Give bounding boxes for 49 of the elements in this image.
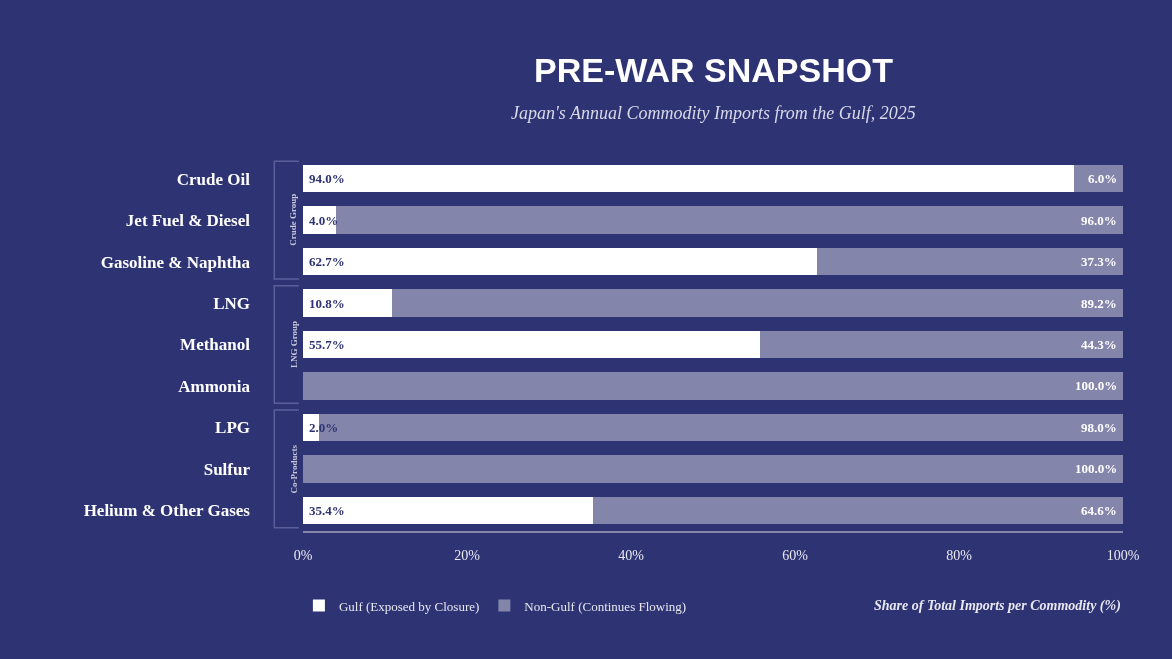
legend-label: Non-Gulf (Continues Flowing) <box>524 598 687 614</box>
y-tick-label: Crude Oil <box>176 169 251 189</box>
chart-subtitle: Japan's Annual Commodity Imports from the Gulf, 2025 <box>511 103 916 123</box>
text: LNG Group <box>289 320 300 369</box>
text: Co-Products <box>288 444 299 494</box>
x-tick-label: 40% <box>618 547 645 563</box>
y-tick-label: Sulfur <box>203 459 251 479</box>
bar <box>759 330 1123 359</box>
x-tick-label: 20% <box>454 547 481 563</box>
data-label: 44.3% <box>1081 337 1117 352</box>
x-tick-label: 60% <box>782 547 809 563</box>
bar <box>303 455 1123 483</box>
data-label: 94.0% <box>309 171 345 186</box>
data-label: 6.0% <box>1088 171 1118 186</box>
y-tick-label: Ammonia <box>178 376 251 396</box>
data-label: 89.2% <box>1081 296 1117 311</box>
data-label: 37.3% <box>1081 254 1117 269</box>
legend-label: Gulf (Exposed by Closure) <box>338 598 480 614</box>
bar <box>303 165 1074 193</box>
y-tick-label: LPG <box>215 418 250 438</box>
data-label: 100.0% <box>1075 378 1118 393</box>
x-axis-title: Share of Total Imports per Commodity (%) <box>874 598 1121 614</box>
data-label: 100.0% <box>1075 461 1118 476</box>
data-label: 98.0% <box>1081 420 1117 435</box>
bar <box>303 247 818 276</box>
bar <box>391 289 1123 317</box>
data-label: 96.0% <box>1081 213 1117 228</box>
bar <box>817 247 1123 276</box>
bar <box>303 372 1123 400</box>
x-tick-label: 100% <box>1106 547 1140 563</box>
y-tick-label: Methanol <box>180 335 251 355</box>
bar <box>303 330 760 359</box>
data-label: 35.4% <box>309 503 345 518</box>
bar <box>303 289 392 317</box>
y-tick-label: LNG <box>213 294 250 314</box>
bar <box>593 496 1123 524</box>
x-tick-label: 0% <box>293 547 313 563</box>
y-tick-label: Gasoline & Naphtha <box>100 252 251 272</box>
data-label: 55.7% <box>309 337 345 352</box>
y-tick-label: Jet Fuel & Diesel <box>125 211 251 231</box>
text: Crude Group <box>288 193 299 246</box>
data-label: 10.8% <box>309 296 345 311</box>
x-tick-label: 80% <box>946 547 973 563</box>
bar <box>303 496 594 524</box>
bar <box>335 206 1123 234</box>
data-label: 64.6% <box>1081 503 1117 518</box>
y-tick-label: Helium & Other Gases <box>83 501 251 521</box>
data-label: 62.7% <box>309 254 345 269</box>
chart-title: PRE-WAR SNAPSHOT <box>534 51 894 89</box>
